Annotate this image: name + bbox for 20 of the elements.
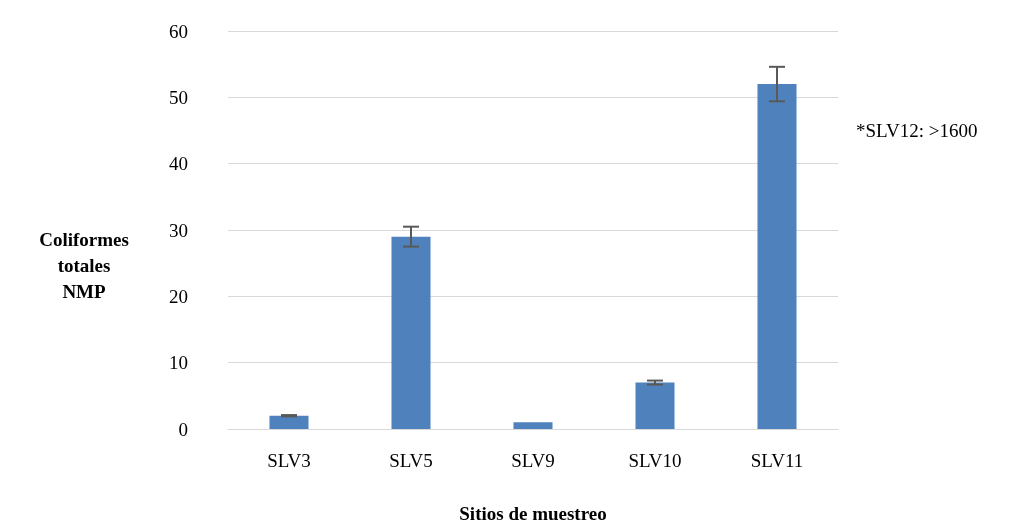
- x-tick-label: SLV11: [750, 450, 804, 471]
- bar: [513, 422, 553, 429]
- y-axis-title: Coliformes totales NMP: [39, 228, 129, 302]
- y-tick-label: 0: [178, 418, 188, 440]
- x-tick-label: SLV9: [511, 450, 555, 471]
- y-tick-label: 50: [169, 86, 188, 108]
- y-tick-label: 60: [169, 20, 188, 42]
- bar: [635, 382, 675, 429]
- bar: [391, 236, 431, 429]
- y-tick-label: 30: [169, 219, 188, 241]
- x-axis-title: Sitios de muestreo: [459, 503, 607, 524]
- text: *SLV12: >1600: [856, 120, 978, 141]
- bar: [757, 84, 797, 429]
- bar: [269, 415, 309, 429]
- x-tick-label: SLV3: [267, 450, 311, 471]
- y-tick-label: 20: [169, 285, 188, 307]
- x-tick-label: SLV5: [389, 450, 433, 471]
- y-tick-label: 40: [169, 153, 188, 175]
- y-tick-label: 10: [169, 352, 188, 374]
- x-tick-label: SLV10: [628, 450, 682, 471]
